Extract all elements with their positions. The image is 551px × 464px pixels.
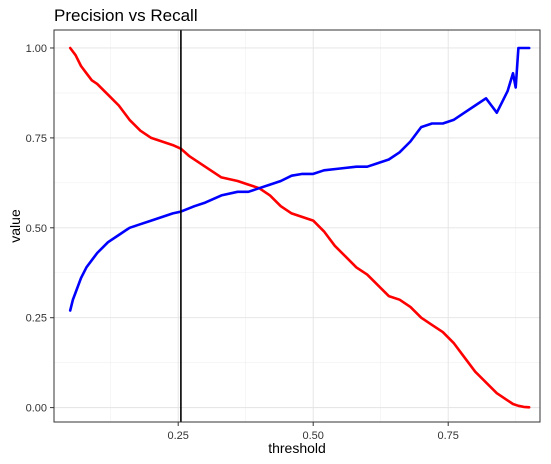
major-gridlines <box>54 30 540 422</box>
y-tick-label: 0.00 <box>26 403 47 415</box>
y-tick-label: 0.25 <box>26 313 47 325</box>
x-tick-label: 0.25 <box>167 430 188 442</box>
y-tick-label: 0.50 <box>26 223 47 235</box>
series-line-0 <box>68 46 531 409</box>
y-axis-title: value <box>7 209 23 243</box>
y-tick-label: 1.00 <box>26 43 47 55</box>
series-layer <box>68 46 531 409</box>
plot-border <box>53 29 541 423</box>
minor-gridlines <box>54 30 540 422</box>
y-axis-ticks: 0.00 0.25 0.50 0.75 1.00 <box>26 43 54 415</box>
plot-panel <box>54 30 540 422</box>
series-line-1 <box>68 46 531 312</box>
y-tick-label: 0.75 <box>26 133 47 145</box>
x-tick-label: 0.75 <box>437 430 458 442</box>
chart-title: Precision vs Recall <box>54 6 198 25</box>
x-tick-label: 0.50 <box>302 430 323 442</box>
x-axis-title: threshold <box>268 440 326 456</box>
x-axis-ticks: 0.25 0.50 0.75 <box>167 422 459 442</box>
